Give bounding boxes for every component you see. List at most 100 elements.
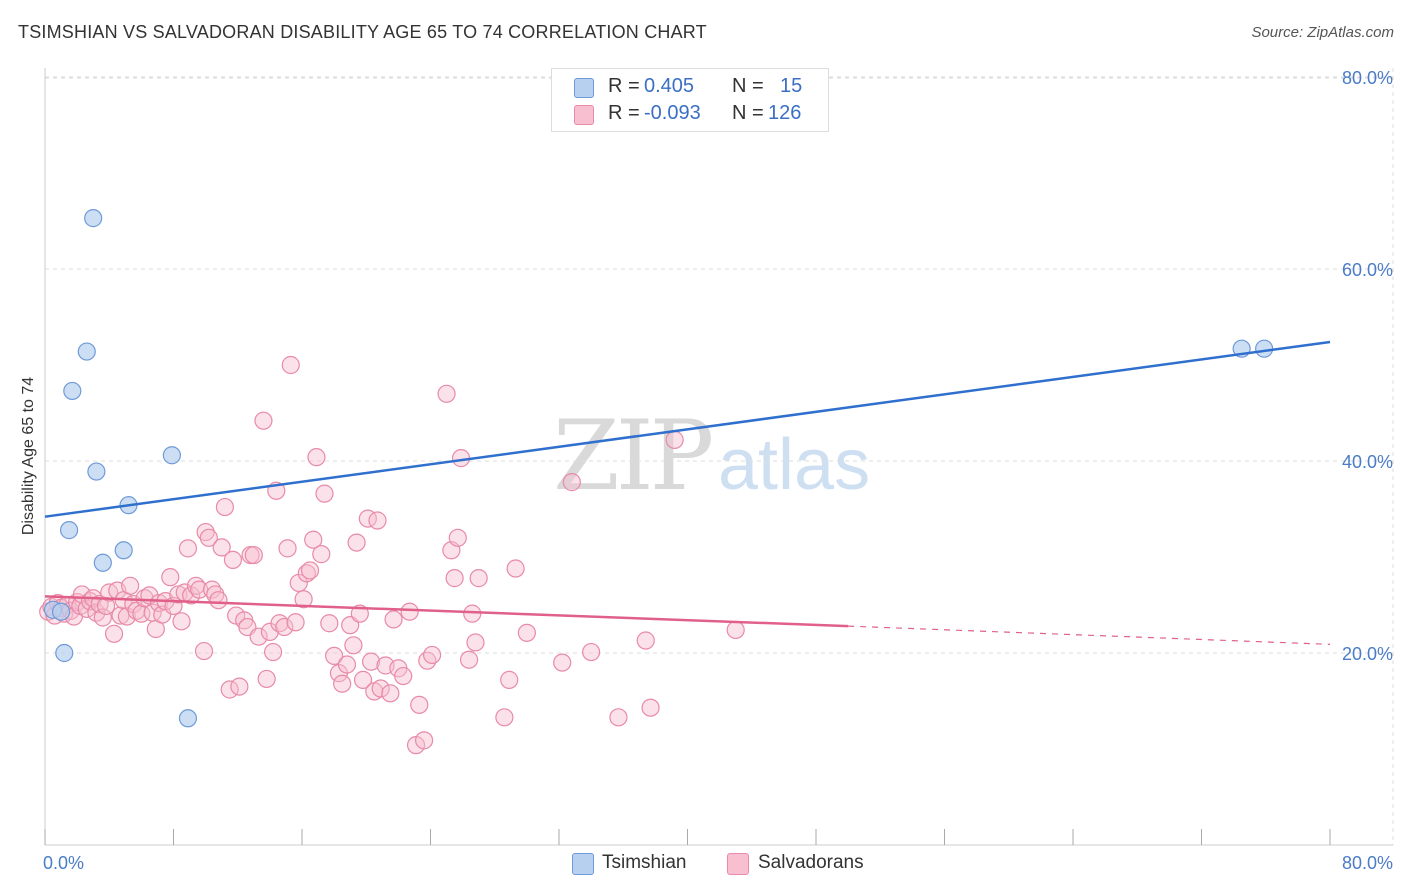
salvadoran-point (333, 674, 352, 693)
watermark-zip: ZIP (553, 400, 714, 512)
salvadoran-point (278, 539, 297, 558)
r-label: R = (608, 102, 640, 124)
legend-item-tsimshian: Tsimshian (602, 852, 687, 873)
salvadoran-point (500, 670, 519, 689)
n-label: N = (732, 102, 764, 124)
salvadoran-point (459, 650, 479, 669)
salvadoran-point (400, 602, 419, 621)
salvadoran-point (562, 473, 581, 492)
salvadoran-point (161, 568, 180, 587)
salvadoran-swatch (574, 105, 594, 125)
tsimshian-points (43, 209, 1274, 728)
salvadoran-point (257, 669, 276, 689)
salvadoran-point (325, 646, 344, 665)
salvadoran-point (149, 593, 169, 613)
tsimshian-point (63, 381, 82, 401)
tsimshian-legend-swatch (572, 853, 594, 875)
salvadoran-point (423, 645, 442, 665)
salvadoran-point (244, 545, 263, 565)
tsimshian-point (1255, 339, 1274, 358)
salvadoran-point (582, 642, 601, 662)
salvadoran-point (209, 591, 228, 610)
r-value: 0.405 (644, 75, 695, 97)
salvadoran-point (212, 538, 231, 557)
tsimshian-point (87, 462, 106, 481)
salvadoran-point (641, 698, 660, 717)
r-value: -0.093 (644, 102, 701, 124)
salvadoran-point (609, 708, 628, 727)
salvadoran-point (281, 355, 300, 375)
salvadoran-point (384, 610, 403, 629)
y-tick-label: 20.0% (1342, 644, 1393, 664)
n-label: N = (732, 75, 764, 97)
salvadoran-point (249, 627, 268, 646)
tsimshian-point (93, 553, 112, 572)
salvadoran-point (223, 550, 243, 569)
correlation-legend: R = 0.405 N = 15 R = -0.093 N = 126 (551, 68, 829, 132)
salvadoran-point (315, 484, 334, 503)
salvadoran-point (300, 561, 320, 580)
y-axis-label: Disability Age 65 to 74 (20, 377, 37, 535)
salvadoran-point (230, 677, 249, 696)
salvadoran-trend-line (44, 595, 849, 628)
tsimshian-point (59, 521, 79, 540)
grid (45, 68, 1394, 845)
salvadoran-points (39, 355, 745, 755)
salvadoran-point (104, 624, 124, 643)
salvadoran-point (312, 545, 331, 564)
salvadoran-point (361, 652, 381, 671)
tsimshian-point (162, 446, 181, 465)
tsimshian-point (77, 342, 96, 361)
salvadoran-point (414, 731, 434, 750)
y-tick-label: 80.0% (1342, 68, 1393, 88)
tsimshian-swatch (574, 78, 594, 98)
tsimshian-point (51, 602, 71, 621)
chart-title: TSIMSHIAN VS SALVADORAN DISABILITY AGE 6… (18, 22, 707, 42)
salvadoran-point (347, 533, 366, 552)
salvadoran-point (418, 651, 437, 670)
salvadoran-legend-swatch (727, 853, 749, 875)
salvadoran-point (169, 585, 188, 604)
salvadoran-point (445, 569, 464, 588)
axes (44, 68, 1393, 846)
trend-lines (44, 340, 1331, 645)
y-tick-label: 60.0% (1342, 260, 1393, 280)
salvadoran-point (304, 530, 323, 549)
tick-labels: 20.0% 40.0% 60.0% 80.0% 0.0% 80.0% Disability … (20, 68, 1393, 873)
salvadoran-point (275, 617, 294, 637)
salvadoran-point (178, 539, 198, 558)
salvadoran-point (194, 641, 214, 661)
salvadoran-point (199, 528, 218, 547)
salvadoran-point (286, 613, 305, 632)
salvadoran-point (215, 497, 234, 517)
salvadoran-point (381, 684, 400, 703)
tsimshian-point (114, 541, 133, 560)
source-label: Source: ZipAtlas.com (1251, 24, 1394, 41)
y-tick-label: 40.0% (1342, 452, 1393, 472)
x-tick-label: 80.0% (1342, 853, 1393, 873)
salvadoran-point (726, 620, 745, 640)
n-value: 15 (780, 75, 803, 97)
salvadoran-point (495, 708, 514, 727)
salvadoran-point (172, 612, 191, 631)
salvadoran-point (254, 411, 273, 430)
salvadoran-point (93, 608, 112, 627)
salvadoran-point (135, 589, 154, 608)
salvadoran-point (297, 564, 316, 583)
salvadoran-point (553, 653, 572, 672)
salvadoran-point (466, 633, 485, 652)
salvadoran-point (448, 528, 467, 547)
tsimshian-point (178, 709, 198, 728)
r-label: R = (608, 75, 640, 97)
salvadoran-point (337, 655, 357, 674)
salvadoran-point (506, 559, 525, 578)
salvadoran-point (437, 384, 456, 403)
tsimshian-point (84, 209, 103, 228)
series-legend: Tsimshian Salvadorans (0, 852, 1406, 878)
salvadoran-point (665, 430, 684, 449)
salvadoran-trend-extension (848, 625, 1331, 645)
salvadoran-point (320, 614, 339, 633)
salvadoran-point (263, 642, 283, 662)
salvadoran-point (394, 666, 413, 686)
